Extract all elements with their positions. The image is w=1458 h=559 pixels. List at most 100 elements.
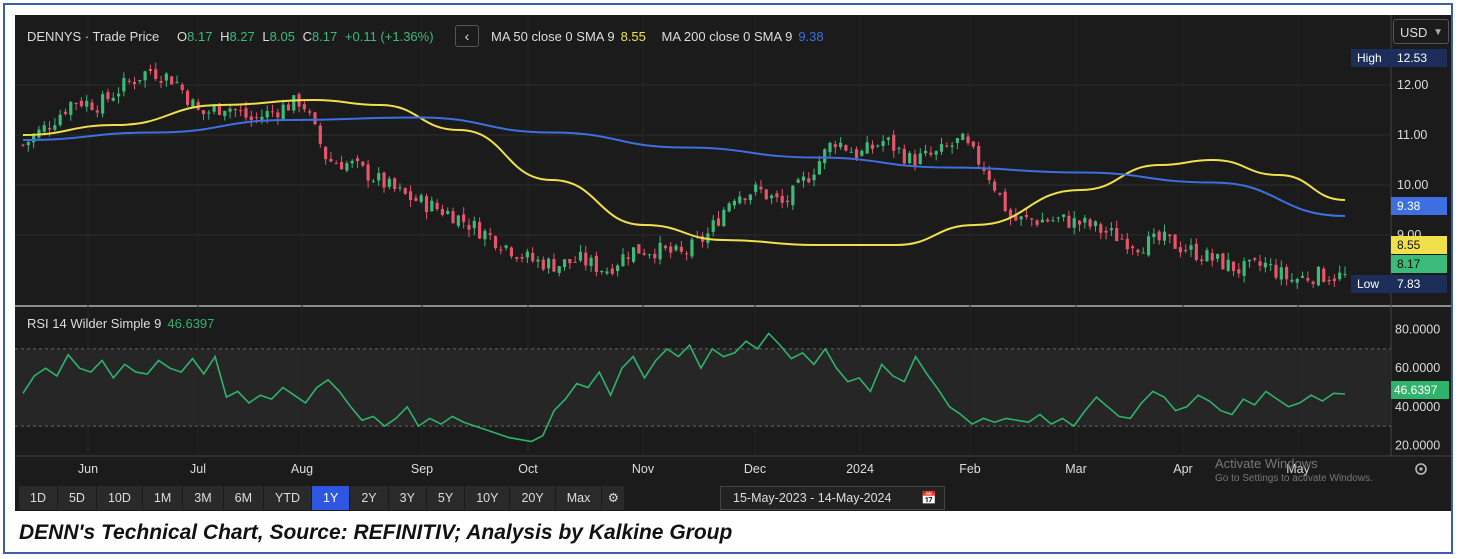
candle-body — [754, 184, 758, 192]
candle — [504, 244, 508, 251]
candle-body — [302, 104, 306, 110]
candle — [1338, 265, 1342, 282]
period-button-1m[interactable]: 1M — [142, 486, 184, 510]
candle — [775, 190, 779, 203]
period-button-3y[interactable]: 3Y — [388, 486, 427, 510]
candle-body — [446, 211, 450, 214]
candle — [839, 137, 843, 150]
candle-body — [244, 108, 248, 118]
candle — [653, 248, 657, 264]
candle-body — [722, 209, 726, 227]
candle — [175, 75, 179, 84]
candle — [249, 110, 253, 127]
candle — [318, 122, 322, 148]
candle — [286, 102, 291, 111]
candle — [403, 187, 407, 195]
candle-body — [127, 80, 131, 82]
month-label: Jul — [190, 462, 206, 476]
candle — [58, 109, 62, 128]
month-label: Feb — [959, 462, 981, 476]
collapse-legend-button[interactable]: ‹ — [455, 25, 479, 47]
period-button-1y[interactable]: 1Y — [312, 486, 351, 510]
candle-body — [589, 257, 593, 266]
period-button-2y[interactable]: 2Y — [350, 486, 389, 510]
period-button-3m[interactable]: 3M — [183, 486, 224, 510]
period-button-10d[interactable]: 10D — [96, 486, 143, 510]
last-badge-value: 8.17 — [1397, 257, 1421, 271]
candle — [440, 204, 445, 217]
candle — [53, 118, 57, 132]
candle-body — [987, 170, 991, 181]
candle — [302, 99, 306, 113]
period-button-20y[interactable]: 20Y — [510, 486, 556, 510]
candle-body — [313, 112, 317, 125]
candle — [276, 108, 280, 125]
candle — [1231, 261, 1236, 277]
candle-body — [185, 90, 190, 105]
candle — [663, 244, 668, 251]
price-tick-label: 12.00 — [1397, 78, 1428, 92]
candle — [1056, 216, 1060, 223]
low-badge-value: 7.83 — [1397, 277, 1421, 291]
candle — [1040, 212, 1044, 223]
candle — [1035, 219, 1039, 228]
candle — [69, 100, 73, 121]
candle — [435, 199, 439, 212]
candle-body — [759, 186, 763, 190]
candle-body — [939, 144, 944, 152]
period-button-10y[interactable]: 10Y — [465, 486, 511, 510]
candle — [1008, 207, 1013, 226]
candle-body — [902, 148, 906, 164]
candle — [998, 192, 1002, 197]
close-value: 8.17 — [312, 29, 337, 44]
candle-body — [669, 246, 673, 253]
candle-body — [191, 99, 195, 108]
candle — [377, 167, 381, 186]
date-separator: - — [810, 491, 815, 505]
candle — [1237, 263, 1241, 278]
currency-select[interactable]: USD ▼ — [1393, 19, 1449, 44]
candle-body — [1120, 238, 1124, 240]
period-button-ytd[interactable]: YTD — [264, 486, 313, 510]
candle — [132, 76, 137, 90]
candle — [408, 185, 413, 207]
candle — [63, 108, 68, 116]
candle-body — [509, 247, 514, 257]
candle — [801, 171, 806, 188]
period-button-6m[interactable]: 6M — [223, 486, 265, 510]
candle — [509, 246, 514, 259]
candle — [1146, 231, 1151, 257]
candle — [1072, 211, 1076, 235]
candle — [1269, 258, 1273, 271]
candle — [1194, 238, 1198, 262]
candle-body — [212, 105, 216, 112]
candle — [732, 198, 737, 210]
period-button-max[interactable]: Max — [555, 486, 603, 510]
chevron-left-icon: ‹ — [464, 28, 470, 44]
candle — [865, 136, 869, 154]
axis-settings-gear[interactable] — [1415, 463, 1427, 475]
price-tick-label: 10.00 — [1397, 178, 1428, 192]
candle — [355, 155, 360, 169]
candle — [233, 108, 237, 117]
candle — [722, 207, 726, 228]
period-button-5y[interactable]: 5Y — [426, 486, 466, 510]
month-label: Jun — [78, 462, 98, 476]
toolbar-settings-button[interactable]: ⚙ — [602, 486, 626, 510]
period-button-1d[interactable]: 1D — [19, 486, 58, 510]
candle — [1279, 260, 1283, 286]
axes: 12.0011.0010.009.0080.000060.000040.0000… — [78, 78, 1440, 476]
date-range-picker[interactable]: 15-May-2023 - 14-May-2024 📅 — [720, 486, 945, 510]
candle-body — [1077, 220, 1082, 225]
period-button-5d[interactable]: 5D — [57, 486, 97, 510]
candle — [849, 147, 853, 153]
candle — [1030, 217, 1034, 227]
month-label: Dec — [744, 462, 766, 476]
candle-body — [329, 158, 333, 162]
candle-body — [350, 160, 354, 164]
gear-icon: ⚙ — [607, 491, 619, 505]
candle — [568, 258, 572, 270]
candle-body — [950, 145, 954, 147]
candle-body — [1162, 231, 1167, 241]
candle — [1157, 229, 1161, 245]
